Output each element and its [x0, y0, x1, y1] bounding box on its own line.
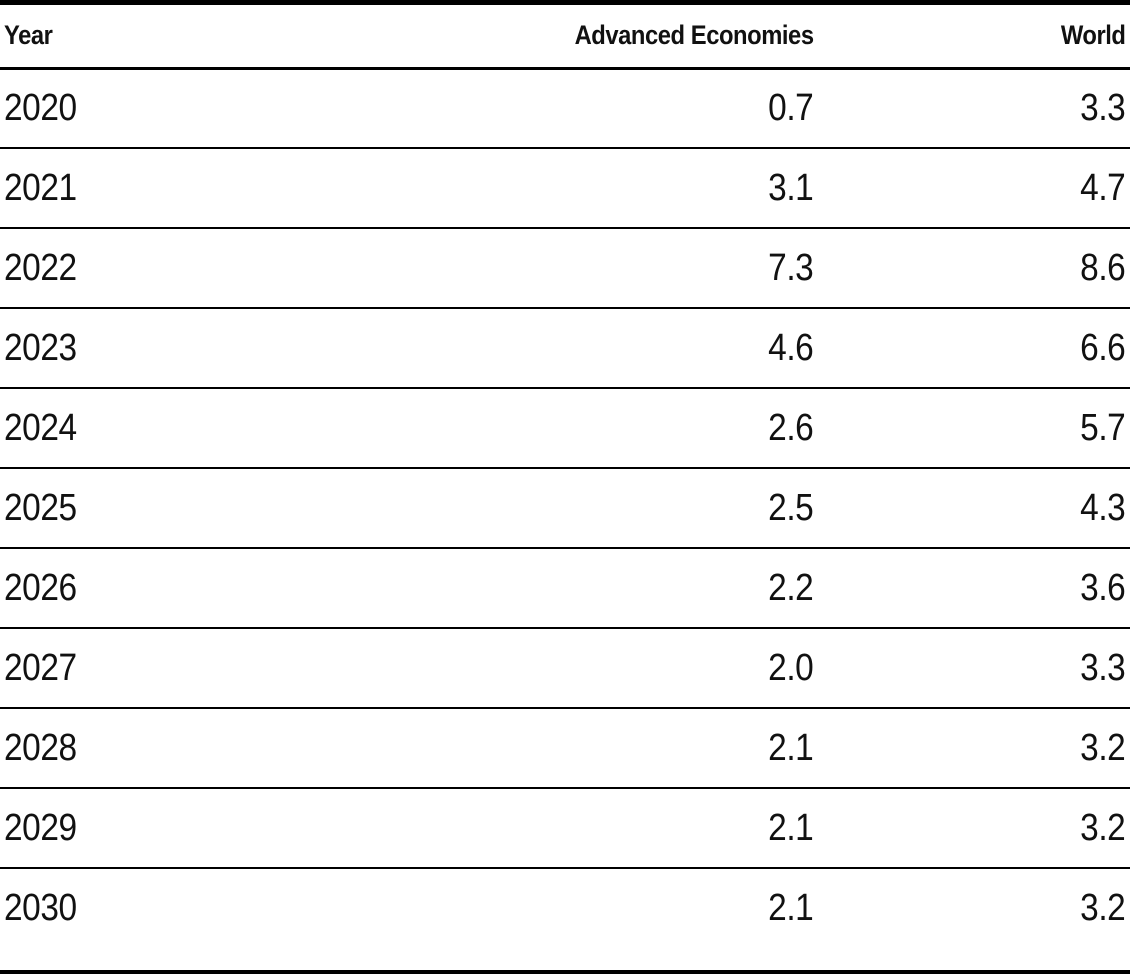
year-cell: 2028	[0, 707, 498, 788]
year-value: 2030	[4, 887, 77, 929]
world-cell: 3.2	[818, 787, 1130, 868]
advanced-economies-cell: 3.1	[497, 147, 819, 228]
header-year: Year	[0, 5, 498, 70]
year-value: 2023	[4, 326, 77, 369]
year-inflation-table: Year Advanced Economies World 2020 0.7 3…	[0, 5, 1130, 948]
year-value: 2024	[4, 406, 77, 449]
world-cell: 8.6	[818, 227, 1130, 308]
year-value: 2025	[4, 486, 77, 529]
table-body: 2020 0.7 3.3 2021 3.1 4.7 2022 7.3 8.6 2…	[0, 68, 1130, 948]
year-value: 2028	[4, 726, 77, 769]
table-row: 2026 2.2 3.6	[0, 547, 1130, 628]
world-cell: 3.2	[818, 707, 1130, 788]
header-row: Year Advanced Economies World	[0, 5, 1130, 70]
header-world: World	[818, 5, 1130, 70]
world-value: 3.3	[1079, 86, 1126, 129]
table-row: 2020 0.7 3.3	[0, 68, 1130, 148]
table-row: 2028 2.1 3.2	[0, 707, 1130, 788]
advanced-economies-value: 2.0	[767, 646, 814, 689]
table-row: 2023 4.6 6.6	[0, 307, 1130, 388]
advanced-economies-cell: 2.6	[497, 387, 819, 468]
year-value: 2027	[4, 646, 77, 689]
year-cell: 2026	[0, 547, 498, 628]
world-value: 3.2	[1079, 806, 1126, 849]
year-value: 2022	[4, 246, 77, 289]
advanced-economies-cell: 2.1	[497, 787, 819, 868]
year-value: 2026	[4, 566, 77, 609]
table-row: 2024 2.6 5.7	[0, 387, 1130, 468]
advanced-economies-value: 2.6	[767, 406, 814, 449]
year-cell: 2029	[0, 787, 498, 868]
world-cell: 3.2	[818, 867, 1130, 948]
year-value: 2029	[4, 806, 77, 849]
header-advanced-economies-label: Advanced Economies	[574, 20, 814, 51]
table-row: 2029 2.1 3.2	[0, 787, 1130, 868]
world-value: 3.2	[1079, 887, 1126, 929]
world-value: 3.3	[1079, 646, 1126, 689]
year-cell: 2023	[0, 307, 498, 388]
advanced-economies-value: 3.1	[767, 166, 814, 209]
advanced-economies-value: 2.1	[767, 726, 814, 769]
world-value: 5.7	[1079, 406, 1126, 449]
advanced-economies-cell: 0.7	[497, 68, 818, 148]
advanced-economies-value: 2.2	[767, 566, 814, 609]
table-row: 2021 3.1 4.7	[0, 147, 1130, 228]
advanced-economies-cell: 2.0	[497, 627, 819, 708]
world-cell: 3.6	[818, 547, 1130, 628]
table-row: 2022 7.3 8.6	[0, 227, 1130, 308]
year-value: 2021	[4, 166, 77, 209]
world-cell: 4.7	[818, 147, 1130, 228]
world-cell: 6.6	[818, 307, 1130, 388]
world-value: 4.7	[1079, 166, 1126, 209]
advanced-economies-cell: 7.3	[497, 227, 819, 308]
world-cell: 3.3	[818, 68, 1130, 148]
world-value: 3.6	[1079, 566, 1126, 609]
table-row: 2027 2.0 3.3	[0, 627, 1130, 708]
table-row: 2030 2.1 3.2	[0, 867, 1130, 948]
advanced-economies-cell: 2.1	[497, 707, 819, 788]
world-value: 8.6	[1079, 246, 1126, 289]
year-cell: 2021	[0, 147, 498, 228]
header-year-label: Year	[4, 20, 53, 51]
world-cell: 4.3	[818, 467, 1130, 548]
world-cell: 3.3	[818, 627, 1130, 708]
advanced-economies-value: 0.7	[767, 86, 814, 129]
year-cell: 2022	[0, 227, 498, 308]
advanced-economies-value: 4.6	[767, 326, 814, 369]
header-advanced-economies: Advanced Economies	[497, 5, 819, 70]
advanced-economies-cell: 4.6	[497, 307, 819, 388]
advanced-economies-value: 2.5	[767, 486, 814, 529]
year-cell: 2027	[0, 627, 498, 708]
table-row: 2025 2.5 4.3	[0, 467, 1130, 548]
year-cell: 2024	[0, 387, 498, 468]
advanced-economies-value: 7.3	[767, 246, 814, 289]
year-cell: 2025	[0, 467, 498, 548]
world-cell: 5.7	[818, 387, 1130, 468]
year-value: 2020	[4, 86, 77, 129]
world-value: 3.2	[1079, 726, 1126, 769]
advanced-economies-cell: 2.5	[497, 467, 819, 548]
advanced-economies-cell: 2.2	[497, 547, 819, 628]
advanced-economies-cell: 2.1	[497, 867, 819, 948]
year-cell: 2020	[0, 68, 497, 148]
world-value: 4.3	[1079, 486, 1126, 529]
advanced-economies-value: 2.1	[767, 887, 814, 929]
advanced-economies-value: 2.1	[767, 806, 814, 849]
year-cell: 2030	[0, 867, 498, 948]
world-value: 6.6	[1079, 326, 1126, 369]
header-world-label: World	[1060, 20, 1125, 51]
